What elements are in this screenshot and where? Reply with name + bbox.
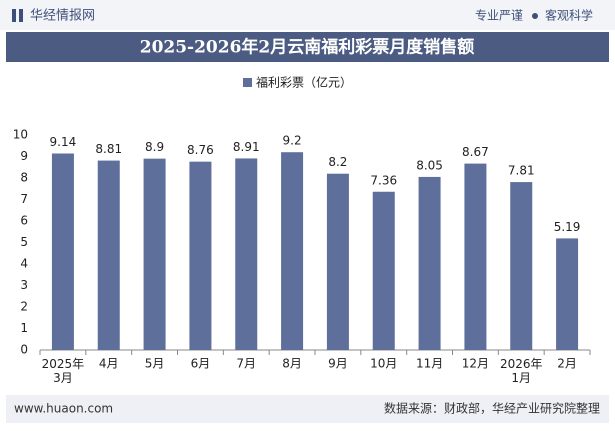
data-label: 9.14 xyxy=(50,135,77,149)
data-label: 7.36 xyxy=(370,173,397,187)
y-tick-label: 3 xyxy=(20,278,28,292)
bar xyxy=(510,182,533,350)
x-tick-label: 7月 xyxy=(236,357,256,371)
bar xyxy=(97,160,120,350)
x-tick-label: 2月 xyxy=(557,357,577,371)
x-tick-label: 12月 xyxy=(462,357,489,371)
x-tick-label: 10月 xyxy=(370,357,397,371)
bar xyxy=(281,152,304,350)
x-tick-label: 8月 xyxy=(282,357,302,371)
y-tick-label: 2 xyxy=(20,300,28,314)
title-bar xyxy=(6,32,609,62)
bar xyxy=(326,173,349,350)
data-label: 8.2 xyxy=(328,155,347,169)
data-label: 8.81 xyxy=(95,142,122,156)
logo xyxy=(12,9,16,22)
bar xyxy=(464,163,487,350)
y-tick-label: 0 xyxy=(20,343,28,357)
x-tick-label: 4月 xyxy=(99,357,119,371)
header-bar xyxy=(0,0,615,30)
bar xyxy=(189,161,212,350)
y-tick-label: 6 xyxy=(20,214,28,228)
bar xyxy=(51,153,74,350)
footer-bar xyxy=(6,395,609,423)
y-tick-label: 4 xyxy=(20,257,28,271)
source: 数据来源：财政部，华经产业研究院整理 xyxy=(384,401,600,416)
legend-swatch xyxy=(243,78,252,87)
y-tick-label: 5 xyxy=(20,235,28,249)
bar xyxy=(372,191,395,350)
bar xyxy=(418,176,441,350)
data-label: 8.05 xyxy=(416,158,443,172)
x-tick-label: 11月 xyxy=(416,357,443,371)
y-tick-label: 7 xyxy=(20,192,28,206)
x-tick-label: 6月 xyxy=(191,357,211,371)
y-tick-label: 8 xyxy=(20,171,28,185)
data-label: 8.9 xyxy=(145,140,164,154)
website: www.huaon.com xyxy=(14,402,113,416)
logo xyxy=(19,9,23,22)
x-tick-label: 9月 xyxy=(328,357,348,371)
y-tick-label: 10 xyxy=(13,128,28,142)
data-label: 8.67 xyxy=(462,145,489,159)
data-label: 9.2 xyxy=(283,134,302,148)
brand: 华经情报网 xyxy=(30,9,95,24)
x-tick-label: 2026年 1月 xyxy=(500,357,543,385)
slogan: 客观科学 xyxy=(545,8,593,23)
data-label: 7.81 xyxy=(508,164,535,178)
chart-title: 2025-2026年2月云南福利彩票月度销售额 xyxy=(140,37,475,58)
dot xyxy=(532,13,538,19)
x-tick-label: 2025年 3月 xyxy=(42,357,85,385)
data-label: 8.76 xyxy=(187,143,214,157)
bar xyxy=(143,158,166,350)
data-label: 5.19 xyxy=(554,220,581,234)
data-label: 8.91 xyxy=(233,140,260,154)
legend-label: 福利彩票（亿元） xyxy=(256,75,352,90)
y-tick-label: 1 xyxy=(20,321,28,335)
bar xyxy=(235,158,258,350)
slogan: 专业严谨 xyxy=(475,8,523,23)
y-tick-label: 9 xyxy=(20,149,28,163)
bar xyxy=(556,238,579,350)
x-tick-label: 5月 xyxy=(145,357,165,371)
